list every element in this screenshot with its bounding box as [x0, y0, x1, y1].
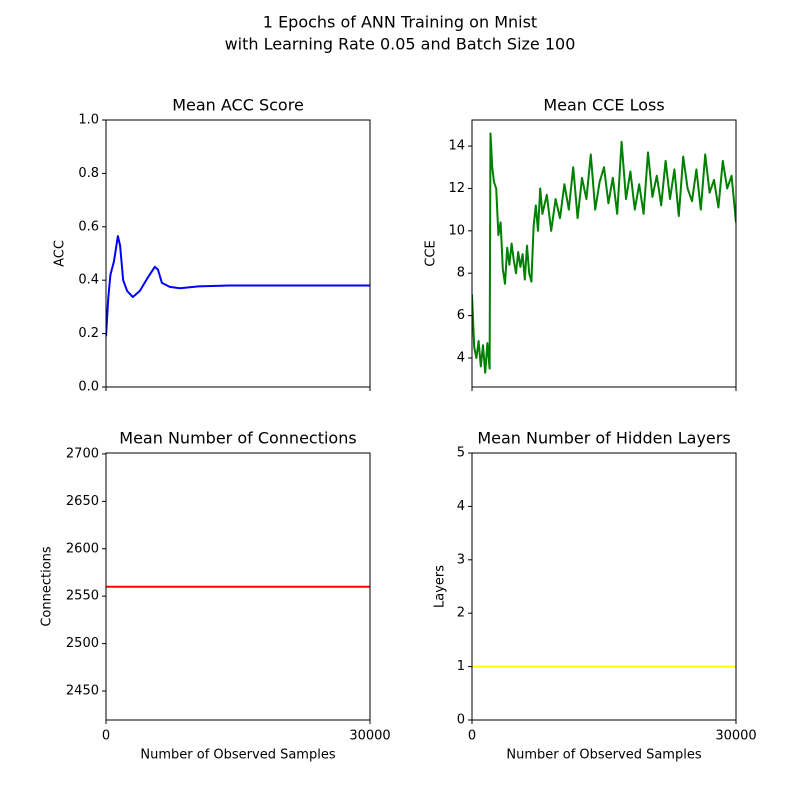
axes-frame: [105, 452, 371, 721]
y-axis-label: Connections: [40, 546, 55, 627]
y-tick-label: 1.0: [78, 113, 99, 128]
chart-title: Mean Number of Connections: [119, 429, 356, 448]
y-tick-label: 5: [457, 446, 465, 461]
y-tick-label: 0.0: [78, 380, 99, 395]
chart-title: Mean CCE Loss: [543, 96, 664, 115]
chart-title: Mean Number of Hidden Layers: [477, 429, 730, 448]
axes-frame: [105, 119, 371, 388]
y-tick-label: 3: [457, 552, 465, 567]
axes-frame: [471, 452, 737, 721]
y-axis-label: Layers: [433, 565, 448, 608]
y-tick-label: 0.6: [78, 219, 99, 234]
y-tick-label: 12: [448, 181, 465, 196]
y-tick-label: 4: [457, 350, 465, 365]
y-tick-label: 4: [457, 499, 465, 514]
y-tick-label: 2550: [66, 589, 99, 604]
y-tick-label: 0.8: [78, 166, 99, 181]
y-axis-label: ACC: [53, 240, 68, 267]
y-tick-label: 10: [448, 223, 465, 238]
axes-frame: [471, 119, 737, 388]
y-tick-label: 1: [457, 659, 465, 674]
x-axis-label: Number of Observed Samples: [140, 748, 335, 763]
y-tick-label: 0.4: [78, 273, 99, 288]
y-tick-label: 2: [457, 606, 465, 621]
x-tick-label: 0: [468, 729, 476, 744]
y-tick-label: 6: [457, 308, 465, 323]
y-tick-label: 2650: [66, 494, 99, 509]
data-line: [106, 235, 370, 337]
y-tick-label: 2450: [66, 683, 99, 698]
chart-title: Mean ACC Score: [172, 96, 304, 115]
x-tick-label: 30000: [349, 729, 390, 744]
y-tick-label: 0: [457, 713, 465, 728]
figure-subtitle: with Learning Rate 0.05 and Batch Size 1…: [225, 35, 576, 54]
x-axis-label: Number of Observed Samples: [506, 748, 701, 763]
y-tick-label: 2500: [66, 636, 99, 651]
y-tick-label: 0.2: [78, 326, 99, 341]
y-tick-label: 2600: [66, 541, 99, 556]
data-line: [472, 132, 736, 374]
y-axis-label: CCE: [424, 240, 439, 266]
figure-title: 1 Epochs of ANN Training on Mnist: [263, 13, 537, 32]
y-tick-label: 14: [448, 139, 465, 154]
y-tick-label: 2700: [66, 446, 99, 461]
y-tick-label: 8: [457, 266, 465, 281]
x-tick-label: 0: [102, 729, 110, 744]
x-tick-label: 30000: [715, 729, 756, 744]
